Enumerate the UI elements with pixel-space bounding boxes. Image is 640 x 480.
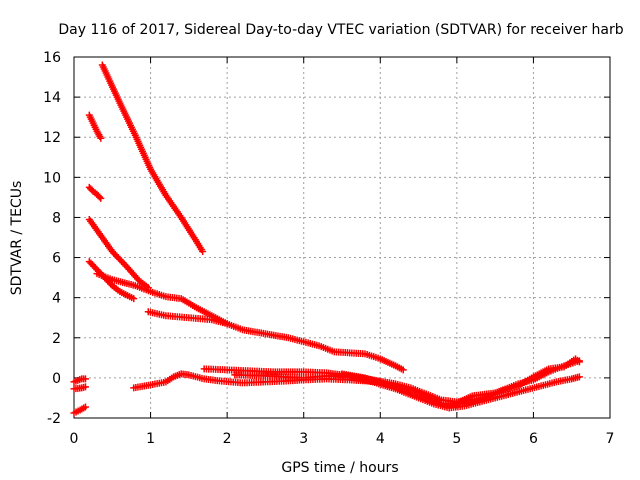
y-tick-label: 0 [52,371,61,387]
y-tick-label: 10 [43,170,61,186]
y-tick-label: 14 [43,90,61,106]
axes [73,56,611,419]
data-points [70,61,583,417]
x-tick-label: 7 [606,431,615,447]
series-arc-13 [85,111,105,142]
x-tick-labels: 0 1 2 3 4 5 6 7 [70,431,615,447]
data-point-marker [81,383,89,391]
data-point-marker [223,320,231,328]
series-arc-neg-short-3 [70,403,89,417]
x-tick-label: 2 [223,431,232,447]
chart-title: Day 116 of 2017, Sidereal Day-to-day VTE… [58,22,623,38]
data-point-marker [575,373,583,381]
plot-frame [73,56,611,419]
data-point-marker [81,375,89,383]
series-arc-neg-short-2 [70,383,89,393]
y-tick-label: 2 [52,331,61,347]
series-arc-6b [93,270,407,374]
series-arc-neg-short [70,375,89,386]
y-tick-label: 6 [52,251,61,267]
y-tick-label: 12 [43,130,61,146]
data-point-marker [97,134,105,142]
data-point-marker [97,194,105,202]
x-tick-label: 1 [146,431,155,447]
y-tick-label: 16 [43,50,61,66]
series-arc-top [98,61,207,256]
x-tick-label: 4 [376,431,385,447]
series-arc-9 [85,183,105,202]
series-arc-low [338,355,583,408]
data-point-marker [96,193,104,201]
data-point-marker [575,358,583,366]
series-arc-8 [85,215,152,292]
y-tick-labels: -2 0 2 4 6 8 10 12 14 16 [43,50,61,427]
x-tick-label: 0 [70,431,79,447]
series-arc-3 [144,308,231,328]
data-point-marker [130,295,138,303]
data-point-marker [399,366,407,374]
grid-lines [74,57,610,418]
data-point-marker [81,403,89,411]
x-tick-label: 5 [452,431,461,447]
y-tick-label: 8 [52,210,61,226]
y-axis-label: SDTVAR / TECUs [9,181,25,296]
x-axis-label: GPS time / hours [281,460,398,476]
y-tick-label: 4 [52,291,61,307]
data-point-marker [199,248,207,256]
x-tick-label: 6 [529,431,538,447]
x-tick-label: 3 [299,431,308,447]
y-tick-label: -2 [47,411,61,427]
